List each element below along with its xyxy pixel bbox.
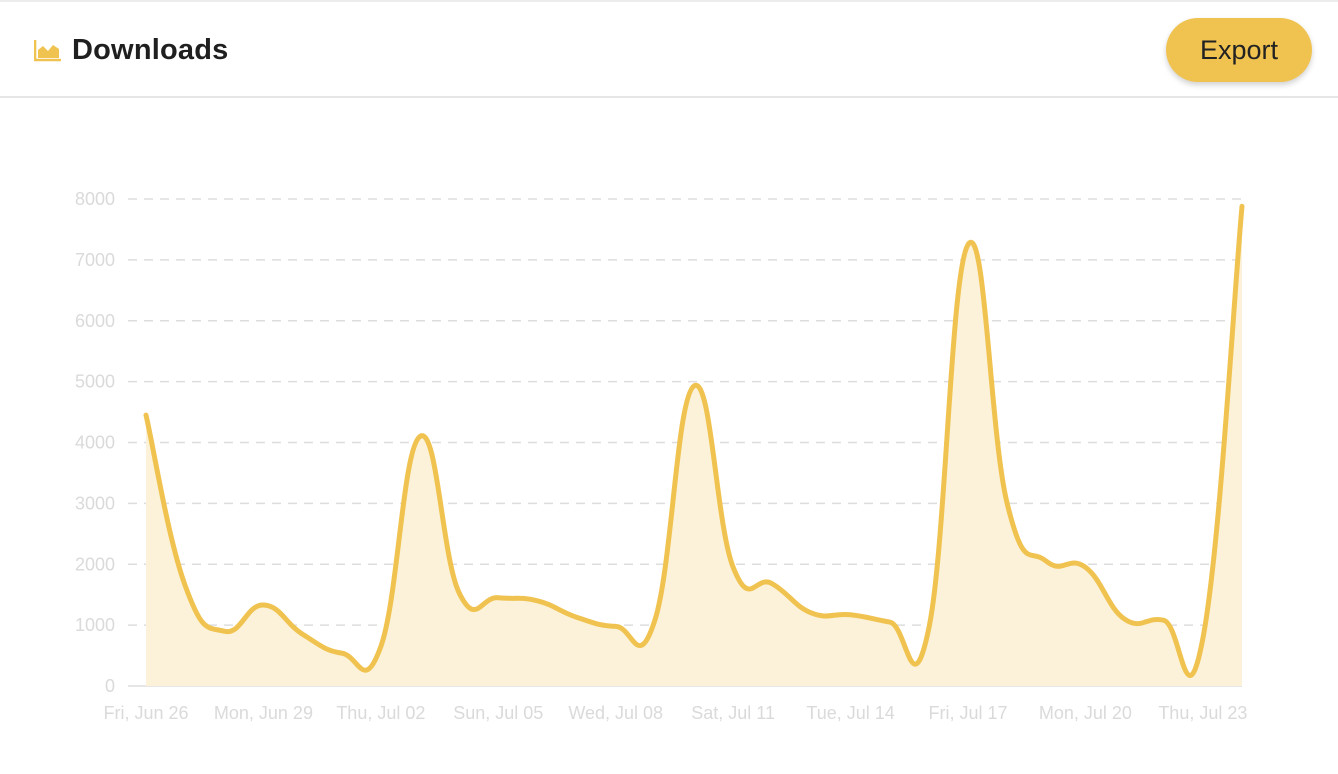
x-tick-label: Fri, Jul 17 — [928, 703, 1007, 723]
x-tick-label: Mon, Jul 20 — [1039, 703, 1132, 723]
x-tick-label: Mon, Jun 29 — [214, 703, 313, 723]
x-tick-label: Wed, Jul 08 — [568, 703, 663, 723]
y-tick-label-8000: 8000 — [75, 189, 115, 209]
x-tick-label: Tue, Jul 14 — [806, 703, 894, 723]
title-group: Downloads — [34, 30, 228, 70]
y-tick-label-7000: 7000 — [75, 250, 115, 270]
top-border — [0, 0, 1338, 2]
export-button[interactable]: Export — [1166, 18, 1312, 82]
y-tick-label-3000: 3000 — [75, 493, 115, 513]
x-tick-label: Thu, Jul 02 — [336, 703, 425, 723]
y-tick-label-1000: 1000 — [75, 615, 115, 635]
y-tick-label-0: 0 — [105, 676, 115, 696]
x-tick-label: Sat, Jul 11 — [691, 703, 775, 723]
series-line — [143, 203, 1245, 678]
y-tick-label-6000: 6000 — [75, 311, 115, 331]
y-tick-label-5000: 5000 — [75, 372, 115, 392]
page-title: Downloads — [72, 33, 229, 66]
x-tick-label: Sun, Jul 05 — [453, 703, 543, 723]
x-tick-label: Thu, Jul 23 — [1158, 703, 1247, 723]
header-bar: Downloads Export — [0, 2, 1338, 98]
series-area-fill — [146, 206, 1242, 686]
area-chart-icon — [34, 40, 61, 62]
y-tick-label-4000: 4000 — [75, 433, 115, 453]
x-tick-label: Fri, Jun 26 — [103, 703, 188, 723]
y-tick-label-2000: 2000 — [75, 554, 115, 574]
